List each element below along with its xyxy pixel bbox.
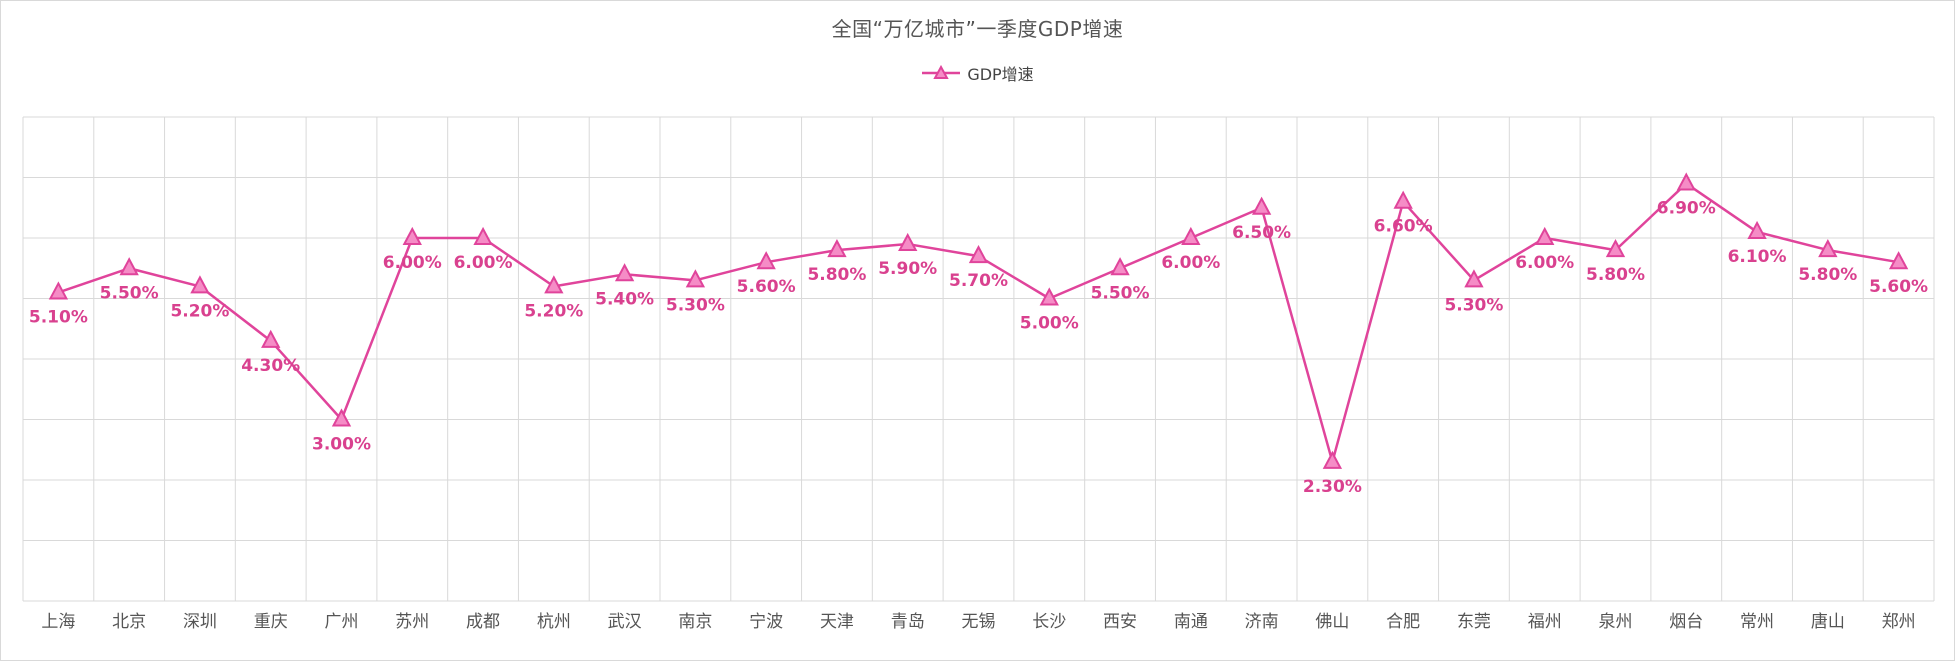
grid: [22, 116, 1935, 602]
x-tick-label: 佛山: [1315, 612, 1349, 632]
data-label: 6.50%: [1232, 223, 1291, 243]
x-tick-label: 青岛: [891, 612, 925, 632]
data-labels: 5.10% 5.50% 5.20% 4.30% 3.00% 6.00% 6.00% 5.20%…: [29, 199, 1928, 497]
data-label: 5.70%: [949, 271, 1008, 291]
data-point-marker: [1818, 238, 1838, 258]
data-label: 6.90%: [1657, 199, 1716, 219]
x-tick-label: 重庆: [254, 612, 288, 632]
data-label: 5.80%: [1798, 265, 1857, 285]
x-tick-label: 苏州: [395, 612, 429, 632]
data-point-marker: [331, 408, 352, 427]
data-point-marker: [1605, 238, 1626, 258]
data-label: 6.00%: [1161, 253, 1220, 273]
x-tick-label: 唐山: [1811, 611, 1845, 632]
data-label: 4.30%: [241, 356, 300, 376]
data-point-marker: [1181, 226, 1201, 245]
data-label: 5.80%: [1586, 265, 1645, 285]
data-point-marker: [1110, 257, 1130, 276]
data-label: 6.00%: [454, 253, 513, 273]
x-tick-label: 长沙: [1032, 612, 1066, 632]
x-tick-label: 无锡: [962, 612, 996, 632]
data-point-marker: [1676, 172, 1696, 191]
data-point-marker: [756, 251, 776, 270]
data-point-marker: [261, 329, 281, 348]
data-label: 5.80%: [807, 265, 866, 285]
data-point-marker: [685, 269, 706, 288]
data-label: 5.30%: [666, 295, 725, 315]
data-label: 6.00%: [383, 253, 442, 273]
data-label: 5.20%: [170, 301, 229, 321]
data-label: 5.40%: [595, 289, 654, 309]
data-point-marker: [402, 226, 422, 245]
legend: GDP增速: [1, 61, 1954, 85]
legend-marker-icon: [922, 65, 961, 79]
x-tick-label: 成都: [466, 612, 500, 632]
data-point-marker: [1039, 287, 1059, 306]
data-label: 5.90%: [878, 259, 937, 279]
x-tick-label: 济南: [1245, 612, 1279, 632]
chart-title: 全国“万亿城市”一季度GDP增速: [831, 17, 1124, 41]
x-tick-label: 合肥: [1386, 612, 1420, 632]
x-axis: 上海 北京 深圳 重庆 广州 苏州 成都 杭州 武汉 南京 宁波 天津 青岛 无锡 长沙 西安 南通 济南 佛山 合肥…: [41, 611, 1915, 632]
data-point-marker: [1251, 196, 1272, 215]
x-tick-label: 南通: [1174, 612, 1208, 632]
legend-series-label: GDP增速: [967, 65, 1034, 84]
data-label: 5.50%: [100, 283, 159, 303]
x-tick-label: 烟台: [1669, 612, 1703, 632]
data-point-marker: [1464, 269, 1484, 288]
data-point-marker: [544, 275, 564, 294]
x-tick-label: 杭州: [537, 612, 571, 632]
data-point-marker: [968, 245, 989, 264]
data-label: 5.00%: [1020, 314, 1079, 334]
data-label: 5.50%: [1091, 283, 1150, 303]
x-tick-label: 北京: [112, 612, 146, 632]
data-point-marker: [1747, 220, 1767, 239]
x-tick-label: 深圳: [183, 612, 217, 632]
x-tick-label: 东莞: [1457, 612, 1491, 632]
x-tick-label: 武汉: [608, 612, 642, 632]
x-tick-label: 南京: [678, 612, 712, 632]
data-point-marker: [1888, 251, 1909, 270]
data-point-marker: [1322, 450, 1343, 469]
data-point-marker: [1535, 226, 1555, 245]
x-tick-label: 泉州: [1599, 612, 1633, 632]
x-tick-label: 广州: [325, 612, 359, 632]
x-tick-label: 福州: [1528, 612, 1562, 632]
series-line-gdp-growth: [57, 182, 1899, 464]
data-label: 3.00%: [312, 435, 371, 455]
data-label: 6.10%: [1728, 247, 1787, 267]
data-label: 6.60%: [1374, 217, 1433, 237]
data-label: 5.60%: [737, 277, 796, 297]
data-point-marker: [898, 232, 918, 252]
data-label: 5.30%: [1444, 295, 1503, 315]
x-tick-label: 宁波: [749, 612, 783, 632]
data-label: 5.20%: [524, 301, 583, 321]
data-point-marker: [614, 263, 635, 282]
x-tick-label: 上海: [41, 612, 75, 632]
data-point-marker: [190, 275, 210, 294]
data-point-marker: [48, 281, 69, 300]
data-points: [48, 172, 1909, 469]
x-tick-label: 天津: [820, 612, 854, 632]
data-label: 2.30%: [1303, 477, 1362, 497]
data-point-marker: [473, 226, 493, 245]
data-label: 6.00%: [1515, 253, 1574, 273]
x-tick-label: 常州: [1740, 612, 1774, 632]
data-label: 5.10%: [29, 307, 88, 327]
x-tick-label: 郑州: [1882, 612, 1916, 632]
data-point-marker: [1393, 190, 1413, 209]
x-tick-label: 西安: [1103, 612, 1137, 632]
data-point-marker: [827, 238, 847, 258]
data-point-marker: [119, 257, 139, 276]
data-label: 5.60%: [1869, 277, 1928, 297]
